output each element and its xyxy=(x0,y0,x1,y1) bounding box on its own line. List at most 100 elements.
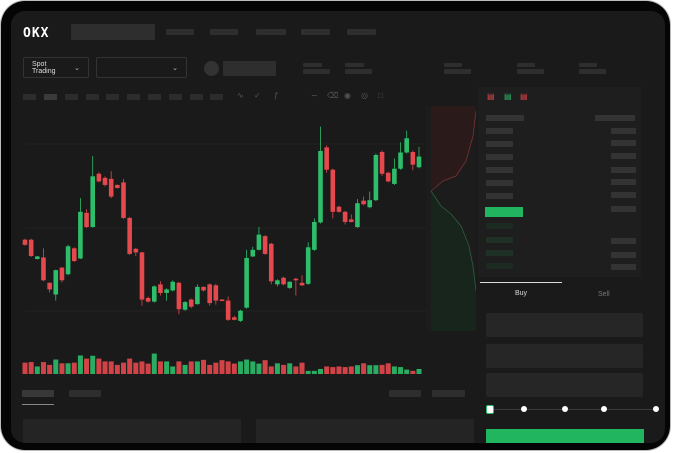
candle-body xyxy=(250,249,256,257)
nav-item[interactable] xyxy=(347,29,376,35)
filter-button[interactable] xyxy=(432,390,465,397)
volume-bar xyxy=(84,358,90,374)
volume-bar xyxy=(311,370,317,374)
candle-body xyxy=(59,267,65,281)
slider-step-25[interactable] xyxy=(521,406,527,412)
volume-bar xyxy=(237,361,243,374)
nav-item[interactable] xyxy=(166,29,194,35)
interval-button[interactable] xyxy=(210,94,223,100)
total-input[interactable] xyxy=(486,373,643,397)
orderbook-both-icon[interactable]: ▤ xyxy=(487,92,495,101)
orderbook-bids-icon[interactable]: ▤ xyxy=(504,92,512,101)
tab-order-history[interactable] xyxy=(69,390,101,397)
interval-button[interactable] xyxy=(86,94,99,100)
interval-button[interactable] xyxy=(23,94,36,100)
ruler-icon[interactable]: ⌫ xyxy=(327,91,339,100)
market-type-dropdown[interactable]: Spot Trading ⌄ xyxy=(23,57,89,78)
volume-bar xyxy=(342,367,348,374)
wave-icon[interactable]: ∼ xyxy=(311,91,318,100)
candle-body xyxy=(121,182,126,218)
volume-bar xyxy=(77,355,83,374)
volume-bar xyxy=(59,363,65,374)
fullscreen-icon[interactable]: □ xyxy=(378,91,383,100)
candle-body xyxy=(287,281,293,288)
candle-body xyxy=(53,270,59,295)
candle-body xyxy=(342,211,348,222)
ask-price xyxy=(486,180,513,186)
pair-dropdown[interactable]: ⌄ xyxy=(96,57,187,78)
indicator-icon[interactable]: ✓ xyxy=(254,91,261,100)
candle-body xyxy=(145,298,151,302)
ask-amount xyxy=(611,179,636,185)
volume-bar xyxy=(287,363,293,374)
interval-button[interactable] xyxy=(169,94,182,100)
candlestick-chart[interactable] xyxy=(11,106,476,376)
slider-step-100[interactable] xyxy=(653,406,659,412)
candle-body xyxy=(299,282,305,286)
volume-bar xyxy=(336,366,342,374)
slider-handle[interactable] xyxy=(486,405,494,414)
candle-body xyxy=(336,206,342,212)
line-style-icon[interactable]: ∿ xyxy=(237,91,244,100)
interval-button[interactable] xyxy=(190,94,203,100)
interval-button[interactable] xyxy=(44,94,57,100)
candle-body xyxy=(102,177,108,185)
tab-sell[interactable]: Sell xyxy=(598,291,610,298)
volume-bar xyxy=(28,362,34,374)
candle-body xyxy=(133,248,139,253)
stat-value xyxy=(579,69,606,74)
orderbook-header xyxy=(595,115,635,121)
okx-logo[interactable]: OKX xyxy=(23,26,50,41)
active-tab-underline xyxy=(22,404,54,405)
volume-bar xyxy=(139,361,145,374)
buy-button[interactable] xyxy=(486,429,644,443)
candle-body xyxy=(361,200,366,205)
chevron-down-icon: ⌄ xyxy=(74,64,80,72)
nav-item[interactable] xyxy=(256,29,286,35)
interval-button[interactable] xyxy=(65,94,78,100)
slider-step-50[interactable] xyxy=(562,406,568,412)
search-placeholder[interactable] xyxy=(71,24,155,40)
volume-bar xyxy=(47,364,53,374)
interval-button[interactable] xyxy=(127,94,140,100)
ask-price xyxy=(486,128,513,134)
volume-bar xyxy=(213,362,219,374)
volume-bar xyxy=(274,363,280,374)
settings-icon[interactable]: ◎ xyxy=(361,91,368,100)
coin-icon xyxy=(204,61,219,76)
price-input[interactable] xyxy=(486,313,643,337)
candle-body xyxy=(275,280,280,285)
nav-item[interactable] xyxy=(301,29,330,35)
bid-price xyxy=(486,223,513,229)
nav-item[interactable] xyxy=(210,29,238,35)
volume-bar xyxy=(145,363,151,374)
orderbook-asks-icon[interactable]: ▤ xyxy=(520,92,528,101)
volume-bar xyxy=(108,361,114,374)
camera-icon[interactable]: ◉ xyxy=(344,91,351,100)
interval-button[interactable] xyxy=(106,94,119,100)
candle-body xyxy=(22,239,28,245)
pair-price xyxy=(223,61,276,76)
volume-bar xyxy=(324,366,330,374)
interval-button[interactable] xyxy=(148,94,161,100)
candle-body xyxy=(281,277,286,285)
fx-icon[interactable]: ƒ xyxy=(274,91,279,100)
volume-bar xyxy=(182,364,188,374)
filter-button[interactable] xyxy=(389,390,421,397)
ask-price xyxy=(486,193,513,199)
candle-body xyxy=(78,211,83,259)
candle-body xyxy=(268,243,274,282)
slider-step-75[interactable] xyxy=(601,406,607,412)
candle-body xyxy=(367,200,373,208)
trading-screen: OKX Spot Trading ⌄ ⌄ ∿ ✓ ƒ ∼ ⌫ ◉ ◎ □ ▤ ▤… xyxy=(11,11,665,443)
candle-body xyxy=(47,282,52,290)
slider-track[interactable] xyxy=(489,409,657,410)
tab-buy[interactable]: Buy xyxy=(515,290,528,297)
volume-bar xyxy=(225,361,231,374)
tab-open-orders[interactable] xyxy=(22,390,54,397)
volume-bar xyxy=(90,355,96,374)
candle-body xyxy=(324,147,329,170)
candle-body xyxy=(293,278,299,281)
amount-input[interactable] xyxy=(486,344,643,368)
